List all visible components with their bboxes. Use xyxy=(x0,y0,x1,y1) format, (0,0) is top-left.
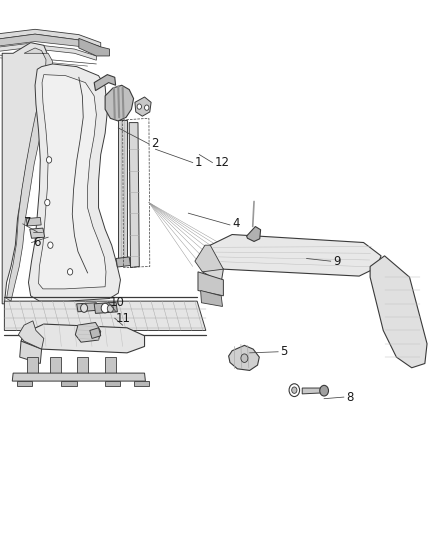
Polygon shape xyxy=(195,245,223,272)
Text: 7: 7 xyxy=(24,216,32,229)
Polygon shape xyxy=(61,381,77,386)
Polygon shape xyxy=(26,217,41,226)
Polygon shape xyxy=(118,120,127,262)
Polygon shape xyxy=(75,322,101,342)
Polygon shape xyxy=(2,43,48,304)
Circle shape xyxy=(320,385,328,396)
Text: 8: 8 xyxy=(346,391,353,403)
Polygon shape xyxy=(0,29,101,47)
Polygon shape xyxy=(20,341,42,364)
Circle shape xyxy=(137,104,141,109)
Polygon shape xyxy=(370,256,427,368)
Polygon shape xyxy=(129,123,139,268)
Polygon shape xyxy=(21,324,145,353)
Polygon shape xyxy=(105,85,134,121)
Polygon shape xyxy=(302,388,324,394)
Polygon shape xyxy=(30,228,45,238)
Polygon shape xyxy=(77,357,88,376)
Polygon shape xyxy=(116,257,131,267)
Polygon shape xyxy=(12,373,145,381)
Polygon shape xyxy=(198,272,223,296)
Circle shape xyxy=(81,304,88,312)
Circle shape xyxy=(101,303,109,313)
Text: 2: 2 xyxy=(151,138,159,150)
Polygon shape xyxy=(79,38,110,56)
Polygon shape xyxy=(247,227,261,241)
Circle shape xyxy=(46,157,52,163)
Polygon shape xyxy=(0,44,96,60)
Polygon shape xyxy=(28,64,120,301)
Polygon shape xyxy=(202,259,223,282)
Polygon shape xyxy=(27,357,38,376)
Polygon shape xyxy=(0,34,101,53)
Polygon shape xyxy=(105,381,120,386)
Polygon shape xyxy=(39,75,106,289)
Polygon shape xyxy=(135,97,151,116)
Polygon shape xyxy=(134,381,149,386)
Text: 11: 11 xyxy=(116,312,131,325)
Polygon shape xyxy=(105,357,116,376)
Polygon shape xyxy=(90,328,101,338)
Circle shape xyxy=(289,384,300,397)
Circle shape xyxy=(67,269,73,275)
Polygon shape xyxy=(50,357,61,376)
Text: 12: 12 xyxy=(215,156,230,169)
Polygon shape xyxy=(18,321,44,349)
Polygon shape xyxy=(94,75,116,91)
Polygon shape xyxy=(4,301,206,330)
Polygon shape xyxy=(77,303,98,312)
Text: 1: 1 xyxy=(195,156,202,169)
Polygon shape xyxy=(205,235,381,276)
Text: 5: 5 xyxy=(280,345,288,358)
Text: 10: 10 xyxy=(110,296,124,309)
Text: 6: 6 xyxy=(33,236,40,249)
Circle shape xyxy=(241,354,248,362)
Text: 9: 9 xyxy=(333,255,340,268)
Polygon shape xyxy=(7,48,53,301)
Polygon shape xyxy=(229,345,259,370)
Circle shape xyxy=(45,199,50,206)
Circle shape xyxy=(48,242,53,248)
Polygon shape xyxy=(94,302,117,313)
Circle shape xyxy=(107,305,113,312)
Polygon shape xyxy=(17,381,32,386)
Circle shape xyxy=(292,387,297,393)
Polygon shape xyxy=(201,290,223,306)
Text: 4: 4 xyxy=(232,217,240,230)
Circle shape xyxy=(145,105,149,110)
